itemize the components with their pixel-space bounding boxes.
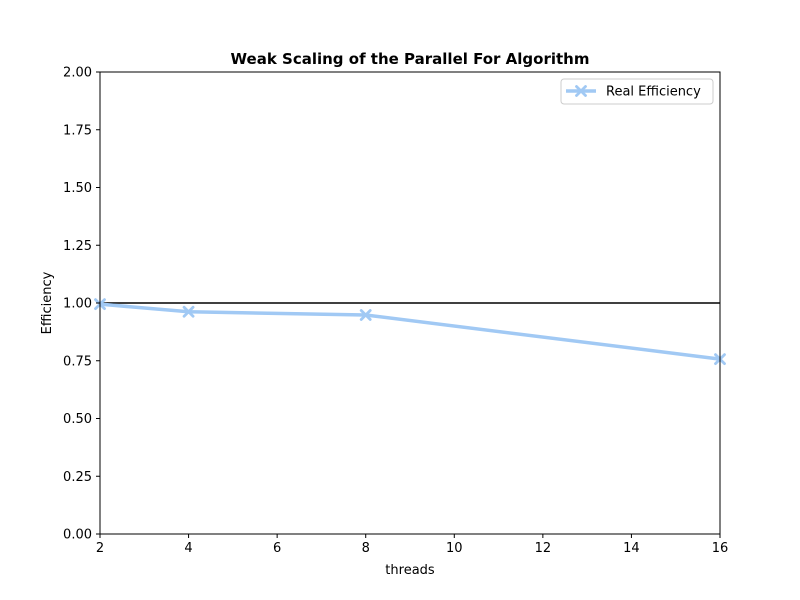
y-tick-label: 1.00 <box>63 297 92 312</box>
y-tick-label: 1.50 <box>63 181 92 196</box>
x-tick-label: 2 <box>96 541 104 556</box>
legend-box <box>560 78 714 105</box>
y-tick-label: 0.75 <box>63 354 92 369</box>
x-tick-label: 8 <box>362 541 370 556</box>
y-tick-label: 0.25 <box>63 470 92 485</box>
y-axis-ticks: 0.00 0.25 0.50 0.75 1.00 1.25 1.50 1.75 2.00 <box>63 66 100 543</box>
data-point-x-marker <box>359 309 372 321</box>
y-tick-label: 0.50 <box>63 412 92 427</box>
y-axis-label: Efficiency <box>40 271 55 334</box>
x-axis-label: threads <box>385 563 435 578</box>
y-tick-label: 2.00 <box>63 66 92 81</box>
y-tick-label: 1.25 <box>63 239 92 254</box>
x-tick-label: 10 <box>446 541 463 556</box>
y-tick-label: 1.75 <box>63 123 92 138</box>
chart-title: Weak Scaling of the Parallel For Algorit… <box>231 50 590 68</box>
y-tick-label: 0.00 <box>63 528 92 543</box>
x-tick-label: 4 <box>184 541 192 556</box>
legend: Real Efficiency <box>560 78 714 105</box>
legend-label-real-efficiency: Real Efficiency <box>606 85 701 100</box>
x-tick-label: 16 <box>712 541 729 556</box>
plot-area <box>94 71 726 535</box>
x-tick-label: 12 <box>535 541 552 556</box>
data-point-x-marker <box>182 305 195 318</box>
legend-marker-x-icon <box>575 85 587 97</box>
x-tick-label: 6 <box>273 541 281 556</box>
legend-x-marker <box>575 85 587 97</box>
x-axis-ticks: 2 4 6 8 10 12 14 16 <box>96 534 728 556</box>
x-tick-label: 14 <box>623 541 640 556</box>
series-line-real-efficiency <box>98 302 722 361</box>
